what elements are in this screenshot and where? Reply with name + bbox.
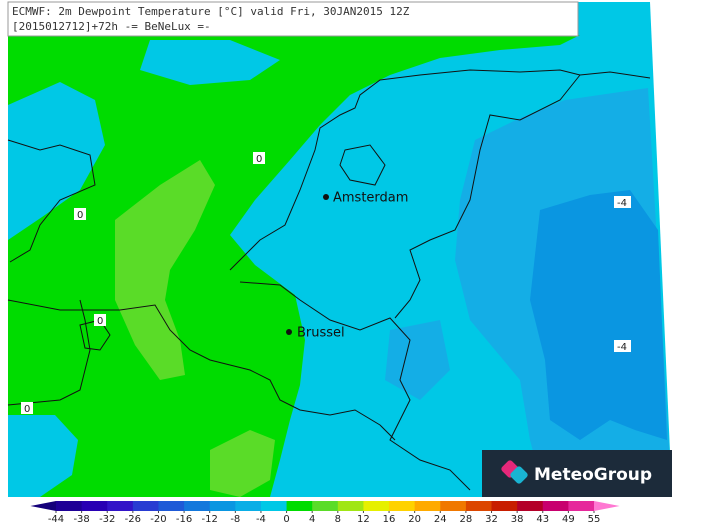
colorbar-segment	[491, 501, 518, 511]
cyan-pocket	[8, 415, 78, 497]
lake	[339, 144, 386, 186]
contour-label-box	[253, 152, 265, 164]
colorbar-tick-label: 20	[408, 514, 421, 525]
colorbar-segment	[132, 501, 159, 511]
light-green-area	[115, 160, 215, 380]
border	[239, 281, 471, 491]
colorbar-tick-label: 0	[283, 514, 289, 525]
contour-label-box	[74, 208, 86, 220]
coastline	[7, 139, 96, 263]
contour-label: 0	[24, 404, 30, 415]
colorbar-tick-label: 24	[434, 514, 447, 525]
colorbar-tick-label: 43	[536, 514, 549, 525]
colorbar-segment	[235, 501, 262, 511]
colorbar-tick-label: -38	[73, 514, 89, 525]
contour-label: -4	[617, 342, 627, 353]
colorbar-tick-label: 32	[485, 514, 498, 525]
colorbar-segment	[107, 501, 134, 511]
colorbar-arrow	[594, 501, 620, 511]
colorbar-tick-label: 4	[309, 514, 315, 525]
header-line: ECMWF: 2m Dewpoint Temperature [°C] vali…	[12, 5, 410, 18]
colorbar-tick-label: -4	[256, 514, 266, 525]
colorbar-segment	[56, 501, 83, 511]
colorbar-segment	[184, 501, 211, 511]
colorbar-tick-label: 49	[562, 514, 575, 525]
contour-label-box	[614, 340, 631, 352]
colorbar-tick-label: -44	[48, 514, 64, 525]
colorbar-tick-label: -8	[230, 514, 240, 525]
colorbar-tick-label: 8	[335, 514, 341, 525]
colorbar-segment	[568, 501, 595, 511]
colorbar-tick-label: -20	[150, 514, 166, 525]
light-green-area	[210, 430, 275, 497]
contour-label: 0	[97, 316, 103, 327]
border	[7, 299, 396, 441]
colorbar-tick-label: -26	[125, 514, 141, 525]
green-area	[8, 35, 580, 497]
colorbar-segment	[465, 501, 493, 511]
cyan-pocket	[8, 82, 105, 240]
colorbar-segment	[517, 501, 544, 511]
contour-label-box	[94, 314, 106, 326]
colorbar-tick-label: 38	[511, 514, 524, 525]
coastline	[229, 69, 651, 271]
colorbar-segment	[363, 501, 390, 511]
colorbar-segment	[440, 501, 467, 511]
colorbar-tick-label: -32	[99, 514, 115, 525]
city-label: Amsterdam	[333, 191, 408, 206]
colorbar-tick-label: -16	[176, 514, 192, 525]
colorbar-segment	[209, 501, 236, 511]
colorbar-segment	[158, 501, 185, 511]
colorbar-segment	[414, 501, 441, 511]
city-label: Brussel	[297, 326, 345, 341]
border	[394, 74, 581, 319]
city-marker	[286, 329, 292, 335]
border	[7, 299, 91, 406]
colorbar-segment	[81, 501, 108, 511]
contour-label-box	[614, 196, 631, 208]
colorbar-segment	[286, 501, 313, 511]
header-box	[7, 1, 579, 37]
dark-blue-area	[530, 190, 667, 440]
borders	[7, 69, 651, 491]
colorbar-arrow	[30, 501, 56, 511]
contour-label-box	[21, 402, 33, 414]
colorbar-segment	[312, 501, 339, 511]
blue-area	[385, 320, 450, 400]
colorbar-tick-label: 55	[588, 514, 601, 525]
colorbar-tick-label: -12	[202, 514, 218, 525]
logo-icon	[510, 466, 528, 484]
cyan-pocket	[140, 40, 280, 85]
colorbar-segment	[337, 501, 364, 511]
colorbar-segment	[389, 501, 416, 511]
colorbar-segment	[260, 501, 288, 511]
colorbar-tick-label: 28	[460, 514, 473, 525]
contour-label: 0	[256, 154, 262, 165]
colorbar-tick-label: 12	[357, 514, 370, 525]
header-line: [2015012712]+72h -= BeNeLux =-	[12, 20, 211, 33]
colorbar-tick-label: 16	[383, 514, 396, 525]
city-marker	[323, 194, 329, 200]
colorbar-segment	[542, 501, 569, 511]
logo-text: MeteoGroup	[534, 465, 652, 485]
contour-label: 0	[77, 210, 83, 221]
contour-label: -4	[617, 198, 627, 209]
